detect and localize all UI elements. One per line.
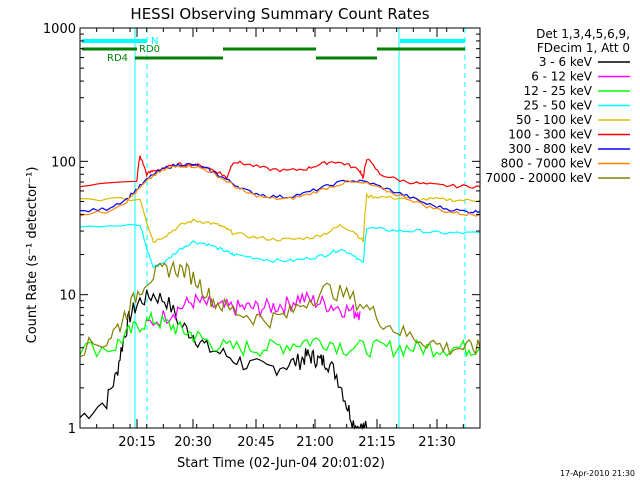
series-line-7000to20000keV (79, 259, 481, 357)
x-tick-label: 21:15 (358, 435, 395, 450)
series-line-100to300keV (79, 155, 481, 189)
legend-label: 12 - 25 keV (524, 84, 593, 98)
series-line-25to50keV (79, 223, 481, 269)
x-tick-label: 21:00 (296, 435, 333, 450)
series-line-3to6keV (79, 289, 368, 431)
timestamp: 17-Apr-2010 21:30 (560, 469, 635, 478)
plot-frame (79, 27, 481, 429)
legend-label: 7000 - 20000 keV (485, 171, 592, 185)
y-tick-label: 1000 (43, 22, 76, 37)
attenuator-markers (79, 28, 466, 428)
legend-header-1: Det 1,3,4,5,6,9, (536, 27, 630, 41)
annotation-rd4: RD4 (107, 53, 128, 64)
series-line-50to100keV (79, 192, 481, 243)
legend-header-2: FDecim 1, Att 0 (537, 41, 630, 55)
legend-label: 100 - 300 keV (508, 128, 592, 142)
y-tick-label: 100 (51, 155, 76, 170)
y-axis-label: Count Rate (s⁻¹ detector⁻¹) (25, 167, 40, 344)
legend-label: 800 - 7000 keV (501, 157, 593, 171)
series-line-6to12keV (146, 290, 361, 328)
x-tick-label: 20:15 (118, 435, 155, 450)
legend-label: 6 - 12 keV (531, 70, 593, 84)
x-tick-label: 21:30 (418, 435, 455, 450)
y-tick-label: 1 (68, 422, 76, 437)
y-tick-label: 10 (59, 289, 76, 304)
series-line-12to25keV (79, 310, 481, 359)
x-axis-label: Start Time (02-Jun-04 20:01:02) (177, 456, 385, 471)
x-tick-label: 20:45 (237, 435, 274, 450)
legend-label: 50 - 100 keV (516, 113, 593, 127)
legend-label: 3 - 6 keV (539, 55, 593, 69)
series-line-800to7000keV (79, 163, 481, 217)
x-tick-label: 20:30 (174, 435, 211, 450)
legend-label: 300 - 800 keV (508, 142, 592, 156)
legend-label: 25 - 50 keV (524, 99, 593, 113)
annotation-n: N (151, 36, 158, 47)
series-layer (79, 155, 481, 431)
annotation-rd0: RD0 (139, 44, 160, 55)
axes: 1 10 100 1000 20:15 20:30 20:45 21:00 21:15 21:30 (43, 22, 481, 450)
series-line-300to800keV (80, 163, 481, 214)
chart-title: HESSI Observing Summary Count Rates (130, 5, 429, 23)
